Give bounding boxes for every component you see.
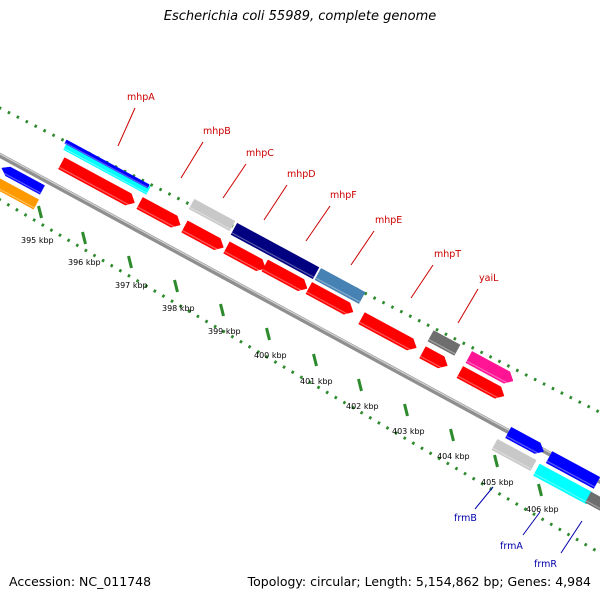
tick-label: 405 kbp [481, 478, 514, 487]
feature-blue-arrow[interactable] [1, 166, 45, 195]
tick-mark [173, 279, 179, 293]
feature-shine [534, 473, 588, 503]
feature-red-arrow[interactable] [456, 366, 505, 399]
tick-label: 403 kbp [392, 427, 425, 436]
tick-label: 402 kbp [346, 402, 379, 411]
tick-mark [493, 454, 499, 468]
feature-shine [359, 321, 415, 353]
feature-gray-block[interactable] [491, 438, 537, 472]
gene-label-frmA[interactable]: frmA [500, 541, 523, 552]
feature-shine [59, 166, 133, 208]
tick-label: 397 kbp [115, 281, 148, 290]
feature-shine [585, 500, 600, 510]
tick-mark [219, 303, 225, 317]
feature-red-arrow[interactable] [305, 282, 354, 315]
feature-blue-stripe[interactable] [64, 139, 150, 189]
feature-blue-arrow[interactable] [505, 426, 544, 454]
feature-magenta-arrow[interactable] [465, 351, 514, 384]
tick-label: 404 kbp [437, 452, 470, 461]
tick-mark [312, 353, 318, 367]
tick-mark [357, 378, 363, 392]
label-leader-line [222, 163, 247, 199]
label-leader-line [560, 520, 583, 554]
tick-mark [449, 428, 455, 442]
gene-label-mhpT[interactable]: mhpT [434, 249, 461, 260]
tick-mark [403, 403, 409, 417]
tick-mark [537, 483, 543, 497]
tick-label: 401 kbp [300, 377, 333, 386]
feature-shine [0, 170, 41, 194]
tick-label: 395 kbp [21, 236, 54, 245]
tick-mark [127, 255, 133, 269]
feature-red-arrow[interactable] [223, 241, 266, 272]
gene-label-mhpC[interactable]: mhpC [246, 148, 274, 159]
feature-steelblue-block[interactable] [314, 268, 366, 304]
label-leader-line [457, 288, 479, 324]
tick-label: 406 kbp [526, 505, 559, 514]
label-leader-line [522, 511, 541, 536]
label-leader-line [350, 230, 375, 266]
gene-label-mhpE[interactable]: mhpE [375, 215, 402, 226]
feature-shine [306, 291, 352, 317]
feature-shine [189, 206, 231, 230]
label-leader-line [305, 205, 331, 242]
tick-label: 400 kbp [254, 351, 287, 360]
tick-mark [37, 205, 43, 219]
feature-darkgray-block[interactable] [427, 330, 461, 356]
tick-label: 398 kbp [162, 304, 195, 313]
feature-shine [506, 435, 542, 456]
feature-shine [428, 339, 456, 355]
gene-label-mhpA[interactable]: mhpA [127, 92, 155, 103]
feature-navy-block[interactable] [230, 222, 320, 280]
feature-shine [182, 230, 222, 252]
label-leader-line [117, 107, 136, 147]
feature-shine [262, 269, 306, 293]
feature-shine [64, 142, 148, 189]
feature-shine [466, 360, 512, 386]
feature-shine [492, 447, 532, 470]
feature-shine [63, 147, 148, 194]
gene-label-yaiL[interactable]: yaiL [479, 273, 499, 284]
tick-label: 399 kbp [208, 327, 241, 336]
label-leader-line [180, 141, 204, 179]
feature-gray-block[interactable] [188, 198, 236, 232]
label-leader-line [474, 486, 494, 510]
feature-shine [231, 232, 315, 278]
tick-mark [81, 231, 87, 245]
gene-label-frmR[interactable]: frmR [534, 559, 557, 570]
tick-mark [265, 327, 271, 341]
label-leader-line [263, 184, 288, 221]
feature-orange-block[interactable] [0, 177, 40, 210]
feature-shine [0, 188, 35, 209]
feature-red-arrow[interactable] [261, 259, 308, 292]
feature-shine [457, 375, 503, 401]
feature-darkgray-block[interactable] [585, 491, 600, 512]
feature-red-arrow[interactable] [181, 220, 224, 251]
gene-label-mhpD[interactable]: mhpD [287, 169, 316, 180]
feature-red-arrow[interactable] [358, 312, 417, 351]
feature-shine [137, 206, 179, 230]
feature-red-arrow[interactable] [419, 346, 448, 369]
accession-text: Accession: NC_011748 [9, 574, 152, 589]
gene-label-frmB[interactable]: frmB [454, 513, 477, 524]
genome-summary-text: Topology: circular; Length: 5,154,862 bp… [247, 574, 591, 589]
tick-label: 396 kbp [68, 258, 101, 267]
label-leader-line [410, 264, 434, 299]
genome-backbone [0, 152, 600, 484]
genome-title: Escherichia coli 55989, complete genome [163, 9, 437, 24]
feature-shine [315, 277, 361, 303]
feature-shine [546, 460, 595, 488]
feature-shine [224, 251, 264, 273]
feature-shine [420, 355, 446, 371]
gene-label-mhpB[interactable]: mhpB [203, 126, 231, 137]
feature-red-arrow[interactable] [136, 197, 181, 228]
feature-red-arrow[interactable] [58, 157, 135, 206]
gene-label-mhpF[interactable]: mhpF [330, 190, 357, 201]
